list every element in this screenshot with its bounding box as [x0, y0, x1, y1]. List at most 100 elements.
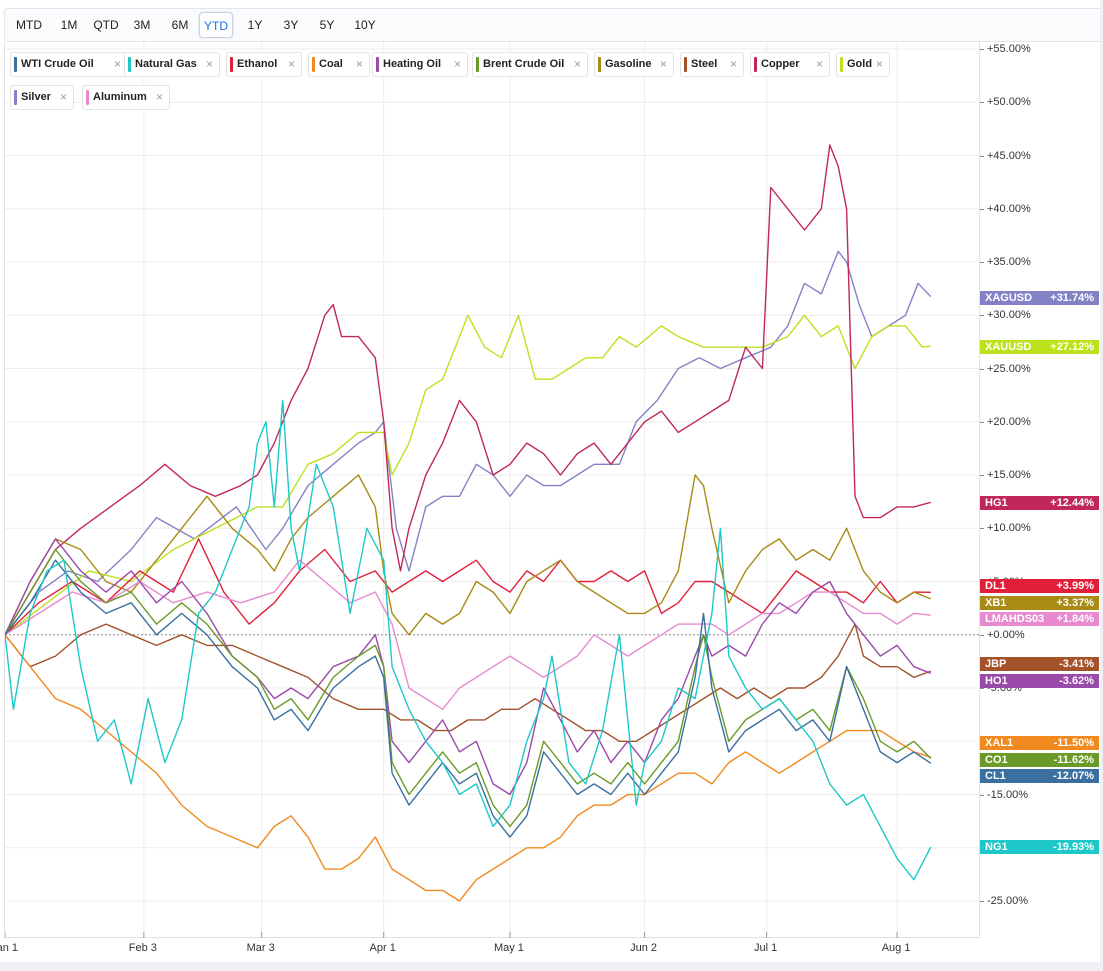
end-tag-symbol: XB1	[985, 597, 1007, 609]
range-button-mtd[interactable]: MTD	[16, 18, 42, 32]
close-icon[interactable]: ×	[205, 57, 213, 71]
legend-chip[interactable]: Coal ×	[308, 52, 370, 77]
legend-chip[interactable]: Brent Crude Oil ×	[472, 52, 588, 77]
legend-swatch	[14, 57, 17, 72]
legend-label: Natural Gas	[135, 58, 197, 70]
legend-chip[interactable]: Ethanol ×	[226, 52, 302, 77]
series-line	[5, 538, 931, 636]
end-tag-symbol: XAL1	[985, 737, 1014, 749]
legend-chip[interactable]: Gasoline ×	[594, 52, 674, 77]
y-tick-mark	[980, 208, 984, 210]
end-tag-value: +12.44%	[1050, 497, 1094, 509]
end-value-tag: JBP -3.41%	[980, 657, 1099, 671]
close-icon[interactable]: ×	[875, 57, 883, 71]
range-button-1m[interactable]: 1M	[60, 18, 78, 32]
end-tag-value: +27.12%	[1050, 341, 1094, 353]
y-tick-mark	[980, 368, 984, 370]
range-button-6m[interactable]: 6M	[171, 18, 189, 32]
range-button-qtd[interactable]: QTD	[93, 18, 119, 32]
end-value-tag: XB1 +3.37%	[980, 596, 1099, 610]
y-tick-mark	[980, 475, 984, 476]
range-button-3y[interactable]: 3Y	[283, 18, 299, 32]
close-icon[interactable]: ×	[113, 57, 121, 71]
y-tick-label: +10.00%	[987, 522, 1031, 535]
end-tag-symbol: CL1	[985, 770, 1006, 782]
range-button-10y[interactable]: 10Y	[354, 18, 376, 32]
legend-chip[interactable]: Aluminum ×	[82, 85, 170, 110]
y-tick-label: -25.00%	[987, 895, 1028, 907]
x-tick-label: Aug 1	[881, 942, 911, 954]
end-value-tag: HG1 +12.44%	[980, 496, 1099, 510]
y-tick-label: +40.00%	[987, 202, 1031, 215]
range-button-ytd[interactable]: YTD	[199, 12, 233, 38]
y-tick-mark	[980, 49, 984, 50]
range-button-3m[interactable]: 3M	[133, 18, 151, 32]
end-tag-value: -3.62%	[1059, 675, 1094, 687]
series-line	[5, 559, 932, 838]
end-tag-symbol: XAUUSD	[985, 341, 1032, 353]
legend-label: Silver	[21, 91, 51, 103]
end-tag-symbol: NG1	[985, 841, 1008, 853]
end-tag-symbol: CO1	[985, 754, 1008, 766]
close-icon[interactable]: ×	[659, 57, 667, 71]
legend-chip[interactable]: Steel ×	[680, 52, 744, 77]
end-tag-symbol: JBP	[985, 658, 1007, 670]
legend-swatch	[754, 57, 757, 72]
end-tag-value: +31.74%	[1050, 292, 1094, 304]
y-tick-label: +0.00%	[987, 628, 1025, 641]
y-tick-mark	[980, 901, 984, 902]
y-tick-label: +25.00%	[987, 362, 1031, 375]
range-toolbar: MTD 1M QTD 3M 6M YTD 1Y 3Y 5Y 10Y	[4, 8, 1103, 42]
end-value-tag: CO1 -11.62%	[980, 753, 1099, 767]
series-line	[5, 634, 932, 902]
legend-label: Aluminum	[93, 91, 147, 103]
series-line	[5, 474, 932, 636]
series-line	[5, 314, 931, 636]
legend-chip[interactable]: Copper ×	[750, 52, 830, 77]
range-button-1y[interactable]: 1Y	[247, 18, 263, 32]
close-icon[interactable]: ×	[287, 57, 295, 71]
legend-chip[interactable]: Heating Oil ×	[372, 52, 468, 77]
end-value-tag: HO1 -3.62%	[980, 674, 1099, 688]
close-icon[interactable]: ×	[59, 90, 67, 104]
legend-label: Copper	[761, 58, 800, 70]
close-icon[interactable]: ×	[453, 57, 461, 71]
range-button-5y[interactable]: 5Y	[319, 18, 335, 32]
end-value-tag: LMAHDS03 +1.84%	[980, 612, 1099, 626]
end-tag-value: +1.84%	[1056, 613, 1094, 625]
close-icon[interactable]: ×	[729, 57, 737, 71]
bottom-scrollbar[interactable]	[0, 962, 1103, 971]
end-value-tag: NG1 -19.93%	[980, 840, 1099, 854]
series-line	[5, 144, 931, 636]
end-value-tag: XAL1 -11.50%	[980, 736, 1099, 750]
end-value-tag: XAGUSD +31.74%	[980, 291, 1099, 305]
y-tick-label: +15.00%	[987, 469, 1031, 481]
legend-chip[interactable]: WTI Crude Oil ×	[10, 52, 128, 77]
end-tag-value: -12.07%	[1053, 770, 1094, 782]
close-icon[interactable]: ×	[355, 57, 363, 71]
y-tick-mark	[980, 102, 984, 104]
legend-swatch	[684, 57, 687, 72]
end-tag-symbol: DL1	[985, 580, 1006, 592]
close-icon[interactable]: ×	[815, 57, 823, 71]
y-tick-mark	[980, 634, 984, 636]
end-tag-value: -19.93%	[1053, 841, 1094, 853]
y-tick-label: +55.00%	[987, 43, 1031, 55]
legend-chip[interactable]: Silver ×	[10, 85, 74, 110]
legend-label: Gold	[847, 58, 873, 70]
x-tick-label: Jun 2	[630, 942, 658, 954]
x-tick-label: Jan 1	[0, 942, 18, 954]
legend-swatch	[230, 57, 233, 72]
legend-chip[interactable]: Gold ×	[836, 52, 890, 77]
y-tick-label: +50.00%	[987, 96, 1031, 109]
series-line	[5, 399, 932, 881]
y-tick-mark	[980, 794, 984, 796]
close-icon[interactable]: ×	[155, 90, 163, 104]
end-tag-symbol: HO1	[985, 675, 1008, 687]
close-icon[interactable]: ×	[573, 57, 581, 71]
x-tick-label: May 1	[493, 942, 524, 954]
y-tick-label: +45.00%	[987, 149, 1031, 162]
x-tick-label: Jul 1	[754, 942, 778, 954]
legend-label: Coal	[319, 58, 343, 70]
legend-chip[interactable]: Natural Gas ×	[124, 52, 220, 77]
